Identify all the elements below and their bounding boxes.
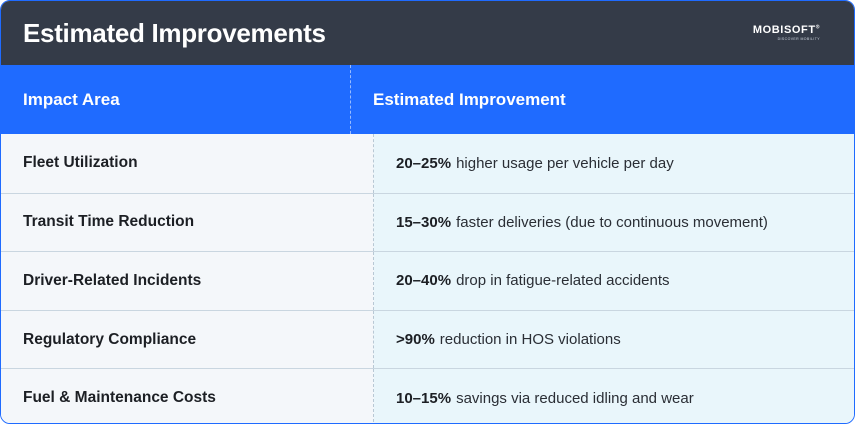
table-row: Fuel & Maintenance Costs 10–15% savings …: [1, 368, 854, 423]
table-header: Impact Area Estimated Improvement: [1, 65, 854, 134]
improvement-detail: drop in fatigue-related accidents: [456, 272, 670, 290]
impact-area-cell: Fuel & Maintenance Costs: [1, 369, 374, 423]
logo-wordmark: MOBISOFT®: [752, 23, 820, 36]
table-row: Fleet Utilization 20–25% higher usage pe…: [1, 134, 854, 193]
impact-area-cell: Driver-Related Incidents: [1, 252, 374, 310]
column-header-estimated-improvement: Estimated Improvement: [373, 89, 566, 109]
impact-area-cell: Fleet Utilization: [1, 134, 374, 193]
improvement-cell: 15–30% faster deliveries (due to continu…: [374, 193, 854, 252]
logo-tagline: DISCOVER MOBILITY: [777, 36, 820, 41]
title-bar: Estimated Improvements MOBISOFT® DISCOVE…: [1, 1, 854, 65]
improvement-detail: faster deliveries (due to continuous mov…: [456, 213, 768, 231]
improvement-detail: higher usage per vehicle per day: [456, 154, 674, 172]
improvement-cell: 20–40% drop in fatigue-related accidents: [374, 252, 854, 310]
improvement-cell: >90% reduction in HOS violations: [374, 310, 854, 369]
page-title: Estimated Improvements: [23, 17, 326, 48]
table-row: Driver-Related Incidents 20–40% drop in …: [1, 251, 854, 310]
improvement-percent: >90%: [396, 331, 435, 349]
table-row: Regulatory Compliance >90% reduction in …: [1, 309, 854, 369]
improvement-cell: 10–15% savings via reduced idling and we…: [374, 369, 854, 423]
improvement-percent: 20–25%: [396, 154, 452, 172]
improvement-percent: 15–30%: [396, 213, 452, 231]
mobisoft-logo: MOBISOFT® DISCOVER MOBILITY: [752, 23, 820, 42]
improvements-table: Impact Area Estimated Improvement Fleet …: [1, 65, 854, 423]
impact-area-cell: Regulatory Compliance: [1, 310, 374, 369]
improvement-detail: reduction in HOS violations: [439, 331, 621, 349]
column-header-impact-area: Impact Area: [1, 65, 351, 134]
table-row: Transit Time Reduction 15–30% faster del…: [1, 192, 854, 252]
improvement-cell: 20–25% higher usage per vehicle per day: [374, 134, 854, 193]
impact-area-cell: Transit Time Reduction: [1, 193, 374, 252]
improvement-percent: 10–15%: [396, 389, 452, 407]
table-body: Fleet Utilization 20–25% higher usage pe…: [1, 134, 854, 423]
improvement-detail: savings via reduced idling and wear: [456, 389, 694, 407]
improvement-percent: 20–40%: [396, 272, 452, 290]
